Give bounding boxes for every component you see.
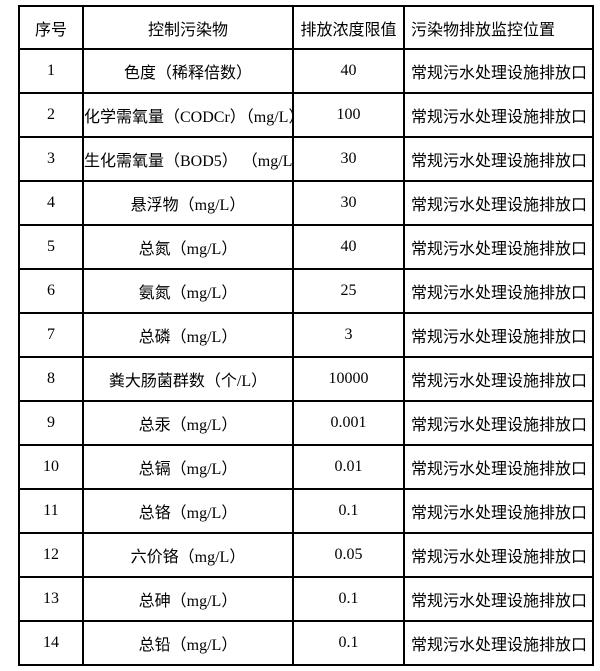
location-cell: 常规污水处理设施排放口 (403, 576, 594, 622)
table-row: 13 总砷（mg/L） 0.1 常规污水处理设施排放口 (18, 576, 594, 622)
table-row: 9 总汞（mg/L） 0.001 常规污水处理设施排放口 (18, 400, 594, 446)
pollutant-cell: 总氮（mg/L） (82, 224, 294, 270)
serial-number-cell: 13 (18, 576, 84, 622)
table-header-row: 序号 控制污染物 排放浓度限值 污染物排放监控位置 (18, 5, 594, 50)
pollutant-cell: 六价铬（mg/L） (82, 532, 294, 578)
pollutant-cell: 悬浮物（mg/L） (82, 180, 294, 226)
table-row: 1 色度（稀释倍数） 40 常规污水处理设施排放口 (18, 48, 594, 94)
table-row: 6 氨氮（mg/L） 25 常规污水处理设施排放口 (18, 268, 594, 314)
table-row: 14 总铅（mg/L） 0.1 常规污水处理设施排放口 (18, 620, 594, 666)
location-cell: 常规污水处理设施排放口 (403, 620, 594, 666)
location-cell: 常规污水处理设施排放口 (403, 312, 594, 358)
limit-value-cell: 0.001 (292, 400, 405, 446)
serial-number-cell: 2 (18, 92, 84, 138)
pollutant-cell: 总镉（mg/L） (82, 444, 294, 490)
location-cell: 常规污水处理设施排放口 (403, 268, 594, 314)
limit-value-cell: 3 (292, 312, 405, 358)
table-row: 12 六价铬（mg/L） 0.05 常规污水处理设施排放口 (18, 532, 594, 578)
table-body: 1 色度（稀释倍数） 40 常规污水处理设施排放口 2 化学需氧量（CODCr）（mg/L… (18, 48, 594, 666)
table-row: 11 总铬（mg/L） 0.1 常规污水处理设施排放口 (18, 488, 594, 534)
limit-value-cell: 10000 (292, 356, 405, 402)
limit-value-cell: 30 (292, 180, 405, 226)
table-row: 2 化学需氧量（CODCr）（mg/L） 100 常规污水处理设施排放口 (18, 92, 594, 138)
limit-value-cell: 0.1 (292, 576, 405, 622)
pollutant-cell: 生化需氧量（BOD5） （mg/L） (82, 136, 294, 182)
location-cell: 常规污水处理设施排放口 (403, 532, 594, 578)
pollutant-cell: 粪大肠菌群数（个/L） (82, 356, 294, 402)
limit-value-cell: 0.1 (292, 620, 405, 666)
header-monitoring-location: 污染物排放监控位置 (403, 5, 594, 50)
serial-number-cell: 7 (18, 312, 84, 358)
location-cell: 常规污水处理设施排放口 (403, 92, 594, 138)
pollutant-cell: 总铅（mg/L） (82, 620, 294, 666)
serial-number-cell: 5 (18, 224, 84, 270)
location-cell: 常规污水处理设施排放口 (403, 356, 594, 402)
serial-number-cell: 8 (18, 356, 84, 402)
limit-value-cell: 0.1 (292, 488, 405, 534)
limit-value-cell: 30 (292, 136, 405, 182)
pollutant-cell: 总铬（mg/L） (82, 488, 294, 534)
location-cell: 常规污水处理设施排放口 (403, 136, 594, 182)
serial-number-cell: 12 (18, 532, 84, 578)
header-emission-limit: 排放浓度限值 (292, 5, 405, 50)
limit-value-cell: 40 (292, 48, 405, 94)
header-pollutant: 控制污染物 (82, 5, 294, 50)
table-row: 8 粪大肠菌群数（个/L） 10000 常规污水处理设施排放口 (18, 356, 594, 402)
serial-number-cell: 1 (18, 48, 84, 94)
pollutant-cell: 总汞（mg/L） (82, 400, 294, 446)
table-row: 5 总氮（mg/L） 40 常规污水处理设施排放口 (18, 224, 594, 270)
location-cell: 常规污水处理设施排放口 (403, 224, 594, 270)
pollutant-limits-table: 序号 控制污染物 排放浓度限值 污染物排放监控位置 1 色度（稀释倍数） 40 常规污… (18, 5, 594, 666)
pollutant-cell: 化学需氧量（CODCr）（mg/L） (82, 92, 294, 138)
location-cell: 常规污水处理设施排放口 (403, 488, 594, 534)
table-row: 3 生化需氧量（BOD5） （mg/L） 30 常规污水处理设施排放口 (18, 136, 594, 182)
serial-number-cell: 11 (18, 488, 84, 534)
location-cell: 常规污水处理设施排放口 (403, 48, 594, 94)
table-row: 7 总磷（mg/L） 3 常规污水处理设施排放口 (18, 312, 594, 358)
location-cell: 常规污水处理设施排放口 (403, 444, 594, 490)
pollutant-cell: 总磷（mg/L） (82, 312, 294, 358)
serial-number-cell: 9 (18, 400, 84, 446)
location-cell: 常规污水处理设施排放口 (403, 180, 594, 226)
pollutant-cell: 总砷（mg/L） (82, 576, 294, 622)
table-row: 10 总镉（mg/L） 0.01 常规污水处理设施排放口 (18, 444, 594, 490)
limit-value-cell: 40 (292, 224, 405, 270)
serial-number-cell: 14 (18, 620, 84, 666)
table-row: 4 悬浮物（mg/L） 30 常规污水处理设施排放口 (18, 180, 594, 226)
limit-value-cell: 0.01 (292, 444, 405, 490)
serial-number-cell: 6 (18, 268, 84, 314)
pollutant-cell: 氨氮（mg/L） (82, 268, 294, 314)
serial-number-cell: 10 (18, 444, 84, 490)
limit-value-cell: 0.05 (292, 532, 405, 578)
header-serial-number: 序号 (18, 5, 84, 50)
serial-number-cell: 3 (18, 136, 84, 182)
limit-value-cell: 25 (292, 268, 405, 314)
limit-value-cell: 100 (292, 92, 405, 138)
location-cell: 常规污水处理设施排放口 (403, 400, 594, 446)
serial-number-cell: 4 (18, 180, 84, 226)
pollutant-cell: 色度（稀释倍数） (82, 48, 294, 94)
